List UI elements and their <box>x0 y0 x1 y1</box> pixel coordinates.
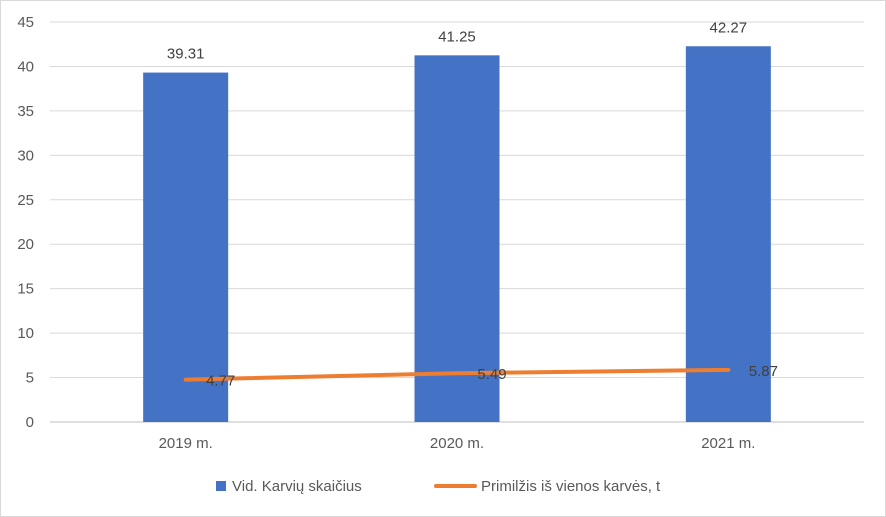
line-data-label: 5.49 <box>477 366 506 383</box>
y-tick-label: 10 <box>17 325 34 342</box>
y-tick-label: 20 <box>17 236 34 253</box>
data-labels: 39.31 41.25 42.27 4.77 5.49 5.87 <box>167 19 778 389</box>
legend: Vid. Karvių skaičius Primilžis iš vienos … <box>216 478 661 495</box>
legend-bar-swatch <box>216 481 226 491</box>
x-tick-label: 2019 m. <box>159 435 213 452</box>
y-tick-label: 40 <box>17 58 34 75</box>
bar-data-label: 42.27 <box>710 19 748 36</box>
y-tick-label: 15 <box>17 281 34 298</box>
bar-data-label: 41.25 <box>438 28 476 45</box>
line-data-label: 4.77 <box>206 373 235 390</box>
legend-bar-label: Vid. Karvių skaičius <box>232 478 362 495</box>
line-series <box>183 367 731 382</box>
y-tick-label: 25 <box>17 192 34 209</box>
y-axis-tick-labels: 0 5 10 15 20 25 30 35 40 45 <box>17 14 34 431</box>
x-axis-tick-labels: 2019 m. 2020 m. 2021 m. <box>159 435 756 452</box>
y-tick-label: 35 <box>17 103 34 120</box>
y-tick-label: 5 <box>26 370 34 387</box>
legend-line-label: Primilžis iš vienos karvės, t <box>481 478 661 495</box>
bar <box>414 55 500 422</box>
y-tick-label: 0 <box>26 414 34 431</box>
x-tick-label: 2020 m. <box>430 435 484 452</box>
y-tick-label: 45 <box>17 14 34 31</box>
bar-series <box>143 46 771 423</box>
line-data-label: 5.87 <box>749 363 778 380</box>
y-tick-label: 30 <box>17 147 34 164</box>
bar-data-label: 39.31 <box>167 46 205 63</box>
bar <box>685 46 771 423</box>
x-tick-label: 2021 m. <box>701 435 755 452</box>
bar <box>143 72 229 423</box>
